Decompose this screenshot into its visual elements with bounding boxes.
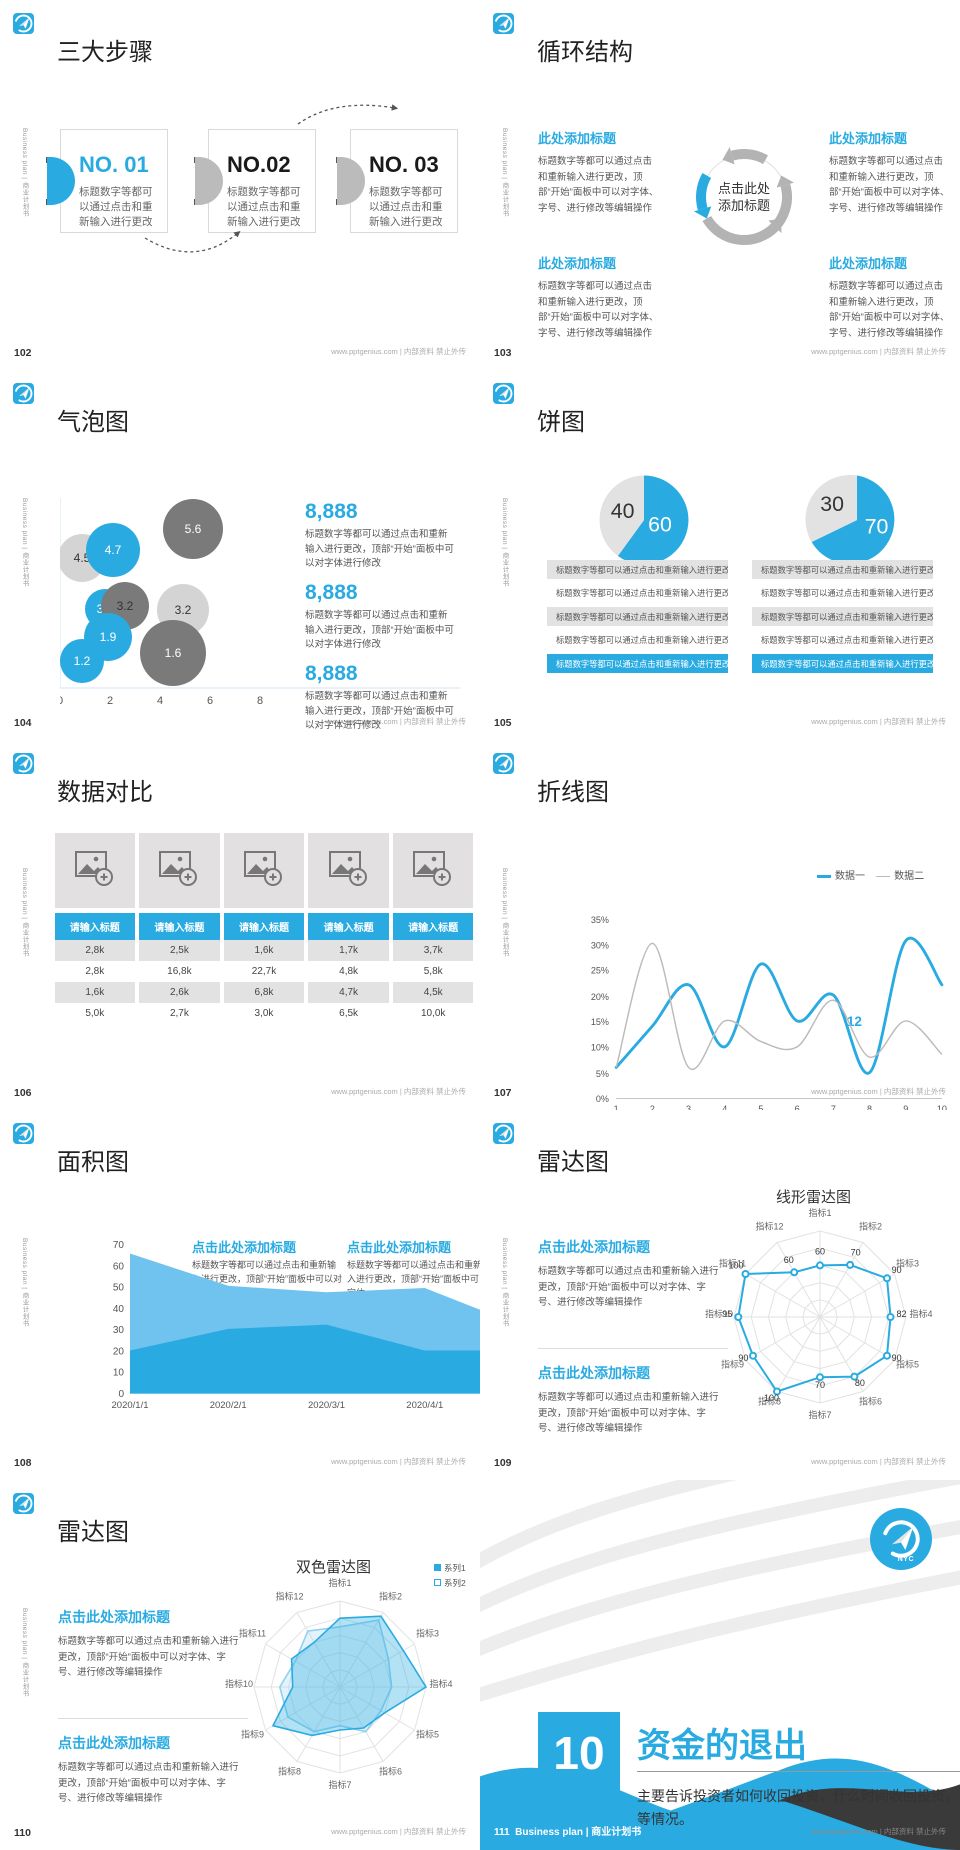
svg-text:点击此处: 点击此处	[718, 181, 770, 196]
svg-text:指标2: 指标2	[379, 1591, 402, 1602]
svg-text:25%: 25%	[591, 966, 609, 976]
svg-text:指标10: 指标10	[225, 1678, 253, 1689]
svg-text:60: 60	[113, 1261, 125, 1272]
svg-text:1.2: 1.2	[74, 654, 91, 668]
svg-text:70: 70	[815, 1380, 825, 1390]
svg-text:1.9: 1.9	[100, 630, 117, 644]
svg-text:4: 4	[157, 695, 163, 707]
svg-text:4.7: 4.7	[105, 543, 122, 557]
svg-text:指标11: 指标11	[719, 1258, 746, 1269]
svg-text:指标7: 指标7	[328, 1779, 351, 1790]
svg-text:60: 60	[784, 1255, 794, 1265]
svg-text:0: 0	[60, 695, 63, 707]
svg-text:5%: 5%	[596, 1069, 609, 1079]
svg-text:35%: 35%	[591, 915, 609, 925]
svg-text:50: 50	[113, 1283, 125, 1294]
svg-text:指标4: 指标4	[429, 1678, 452, 1689]
svg-text:3.2: 3.2	[175, 603, 192, 617]
svg-text:指标8: 指标8	[758, 1396, 781, 1407]
svg-text:指标3: 指标3	[896, 1258, 919, 1269]
svg-text:15%: 15%	[591, 1017, 609, 1027]
svg-text:指标6: 指标6	[379, 1766, 402, 1777]
svg-text:30: 30	[820, 492, 844, 516]
svg-text:指标5: 指标5	[416, 1729, 439, 1740]
svg-text:20: 20	[113, 1346, 125, 1357]
svg-text:指标8: 指标8	[278, 1766, 301, 1777]
svg-text:60: 60	[815, 1246, 825, 1256]
svg-text:指标10: 指标10	[705, 1308, 733, 1319]
svg-text:80: 80	[855, 1378, 865, 1388]
svg-text:10: 10	[113, 1368, 125, 1379]
svg-text:0: 0	[118, 1389, 124, 1400]
svg-text:指标1: 指标1	[328, 1577, 351, 1588]
svg-text:82: 82	[896, 1309, 906, 1319]
svg-text:2020/1/1: 2020/1/1	[112, 1400, 149, 1410]
svg-text:40: 40	[611, 499, 635, 523]
svg-text:60: 60	[648, 513, 672, 537]
svg-text:70: 70	[851, 1247, 861, 1257]
svg-text:1.6: 1.6	[165, 646, 182, 660]
svg-text:2020/2/1: 2020/2/1	[210, 1400, 247, 1410]
svg-text:5.6: 5.6	[185, 522, 202, 536]
svg-text:指标5: 指标5	[896, 1359, 919, 1370]
svg-text:2020/4/1: 2020/4/1	[406, 1400, 443, 1410]
svg-text:指标1: 指标1	[808, 1207, 831, 1218]
svg-text:30: 30	[113, 1325, 125, 1336]
svg-text:8: 8	[257, 695, 263, 707]
svg-text:70: 70	[865, 514, 889, 538]
svg-text:指标12: 指标12	[275, 1591, 303, 1602]
svg-text:20%: 20%	[591, 992, 609, 1002]
svg-text:指标2: 指标2	[859, 1221, 882, 1232]
svg-text:2020/3/1: 2020/3/1	[308, 1400, 345, 1410]
svg-text:指标9: 指标9	[241, 1729, 264, 1740]
svg-text:6: 6	[207, 695, 213, 707]
svg-text:指标7: 指标7	[808, 1409, 831, 1420]
svg-text:指标6: 指标6	[859, 1396, 882, 1407]
svg-text:指标11: 指标11	[239, 1628, 266, 1639]
svg-text:40: 40	[113, 1304, 125, 1315]
svg-text:添加标题: 添加标题	[718, 198, 770, 213]
svg-text:指标12: 指标12	[755, 1221, 783, 1232]
svg-text:指标4: 指标4	[909, 1308, 932, 1319]
svg-text:30%: 30%	[591, 940, 609, 950]
svg-text:10%: 10%	[591, 1043, 609, 1053]
svg-text:0%: 0%	[596, 1094, 609, 1104]
svg-text:3.2: 3.2	[117, 599, 134, 613]
svg-text:指标3: 指标3	[416, 1628, 439, 1639]
svg-text:70: 70	[113, 1240, 125, 1251]
svg-text:2: 2	[107, 695, 113, 707]
svg-text:指标9: 指标9	[721, 1359, 744, 1370]
